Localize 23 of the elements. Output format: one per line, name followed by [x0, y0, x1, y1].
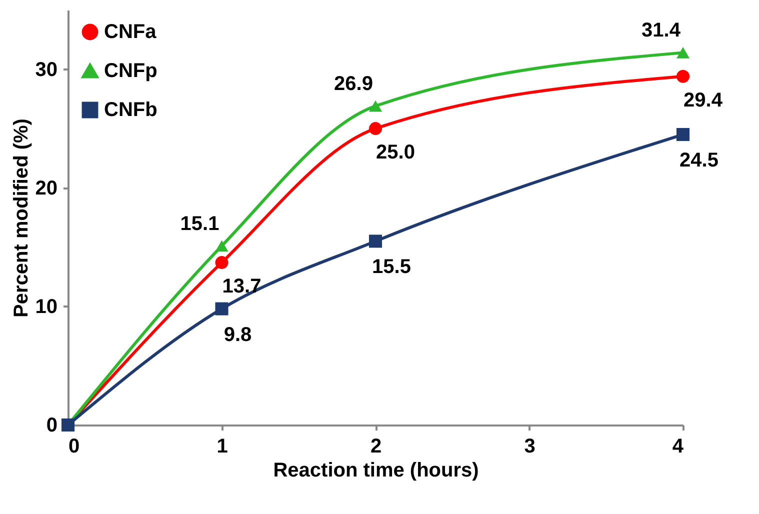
- x-tick-label: 2: [370, 436, 382, 458]
- x-tick-label: 4: [672, 436, 684, 458]
- legend-label: CNFp: [104, 60, 158, 82]
- y-axis-title: Percent modified (%): [10, 118, 32, 318]
- data-label: 9.8: [224, 324, 252, 346]
- data-label: 31.4: [642, 20, 682, 42]
- data-label: 25.0: [376, 142, 415, 164]
- legend-label: CNFb: [104, 99, 158, 121]
- x-tick-label: 3: [524, 436, 536, 458]
- y-tick-label: 0: [46, 414, 58, 436]
- x-tick-label: 0: [68, 436, 80, 458]
- y-tick-label: 10: [35, 296, 58, 318]
- data-label: 26.9: [334, 73, 373, 96]
- data-label: 13.7: [222, 276, 262, 298]
- y-tick-label: 20: [35, 177, 58, 200]
- y-tick-label: 30: [35, 58, 58, 81]
- data-label: 15.1: [180, 212, 220, 235]
- data-label: 15.5: [372, 256, 411, 278]
- x-tick-label: 1: [216, 436, 228, 458]
- x-axis-title: Reaction time (hours): [273, 460, 479, 482]
- data-label: 24.5: [680, 150, 718, 172]
- data-label: 29.4: [684, 89, 724, 112]
- legend-label: CNFa: [104, 21, 158, 43]
